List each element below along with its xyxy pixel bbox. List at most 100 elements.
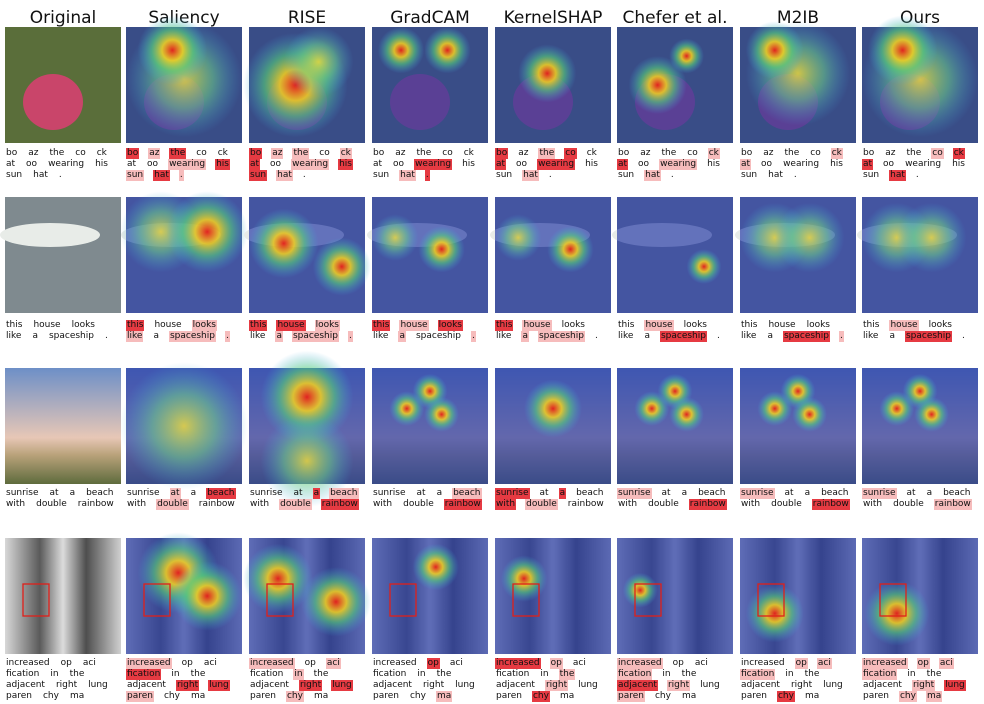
token: ma: [681, 691, 697, 702]
token: sun: [126, 170, 144, 181]
token: increased: [249, 658, 295, 669]
token: in: [661, 669, 671, 680]
token: lung: [331, 680, 353, 691]
token: looks: [683, 320, 708, 331]
image-cell: [490, 197, 611, 313]
token: chy: [654, 691, 672, 702]
token: az: [394, 148, 406, 159]
image-cell: [495, 538, 611, 654]
token: rainbow: [934, 499, 972, 510]
heatmap-blob: [378, 27, 424, 73]
heatmap-blob: [524, 380, 582, 438]
token: increased: [740, 658, 786, 669]
token: with: [862, 499, 883, 510]
token: at: [495, 159, 506, 170]
token: sun: [5, 170, 23, 181]
token: at: [617, 159, 628, 170]
token: at: [416, 488, 427, 499]
token: .: [716, 331, 721, 342]
token: in: [784, 669, 794, 680]
token: at: [249, 159, 260, 170]
token: the: [436, 669, 453, 680]
token: adjacent: [495, 680, 536, 691]
token: with: [249, 499, 270, 510]
token: the: [804, 669, 821, 680]
token: az: [762, 148, 774, 159]
token-list: thishouselookslikeaspaceship.: [5, 320, 121, 342]
token-list: thishouselookslikeaspaceship.: [862, 320, 978, 342]
token-list: sunriseatabeachwithdoublerainbow: [126, 488, 242, 510]
token: beach: [575, 488, 604, 499]
photo: [5, 197, 121, 313]
token: .: [425, 170, 430, 181]
token: house: [399, 320, 428, 331]
token-list: thishouselookslikeaspaceship.: [372, 320, 488, 342]
token: the: [313, 669, 330, 680]
token: a: [926, 488, 934, 499]
image-cell: [495, 27, 611, 143]
heatmap-blob: [868, 15, 938, 85]
token: house: [276, 320, 305, 331]
token: increased: [5, 658, 51, 669]
token: beach: [697, 488, 726, 499]
token: in: [539, 669, 549, 680]
token: double: [892, 499, 925, 510]
token-list: increasedopacificationintheadjacentright…: [249, 658, 365, 702]
token: aci: [694, 658, 709, 669]
token: paren: [495, 691, 523, 702]
token-list: boazthecockatoowearinghissunhat.: [617, 148, 733, 181]
token: the: [415, 148, 432, 159]
heatmap-blob: [547, 226, 593, 272]
token: spaceship: [905, 331, 952, 342]
token: bo: [862, 148, 875, 159]
token: like: [740, 331, 757, 342]
token: hat: [276, 170, 293, 181]
token: hat: [32, 170, 49, 181]
token: wearing: [291, 159, 329, 170]
token: fication: [372, 669, 407, 680]
token: ma: [313, 691, 329, 702]
image-cell: [243, 27, 365, 143]
token: adjacent: [126, 680, 167, 691]
token: right: [667, 680, 690, 691]
token: a: [559, 488, 567, 499]
token: a: [804, 488, 812, 499]
token: a: [681, 488, 689, 499]
token: oo: [760, 159, 773, 170]
token: increased: [862, 658, 908, 669]
heatmap-blob: [172, 561, 242, 631]
token: the: [538, 148, 555, 159]
token: co: [564, 148, 576, 159]
token: az: [517, 148, 529, 159]
image-cell: [862, 538, 978, 654]
heatmap-blob: [120, 362, 248, 490]
token: .: [348, 331, 353, 342]
token: oo: [637, 159, 650, 170]
token: az: [639, 148, 651, 159]
token: this: [495, 320, 513, 331]
token: op: [672, 658, 685, 669]
token: sun: [862, 170, 880, 181]
token: hat: [889, 170, 906, 181]
token: a: [766, 331, 774, 342]
token: in: [906, 669, 916, 680]
token: ck: [96, 148, 108, 159]
image-cell: [372, 368, 488, 484]
token: right: [55, 680, 78, 691]
token: .: [225, 331, 230, 342]
heatmap-blob: [413, 544, 459, 590]
heatmap-blob: [746, 21, 804, 79]
heatmap-blob: [518, 44, 576, 102]
token: his: [706, 159, 721, 170]
token: hat: [153, 170, 170, 181]
token: chy: [532, 691, 550, 702]
heatmap-blob: [897, 203, 967, 273]
token: paren: [740, 691, 768, 702]
heatmap-blob: [418, 226, 464, 272]
token: with: [126, 499, 147, 510]
token: looks: [192, 320, 217, 331]
token: lung: [822, 680, 844, 691]
token: a: [31, 331, 39, 342]
